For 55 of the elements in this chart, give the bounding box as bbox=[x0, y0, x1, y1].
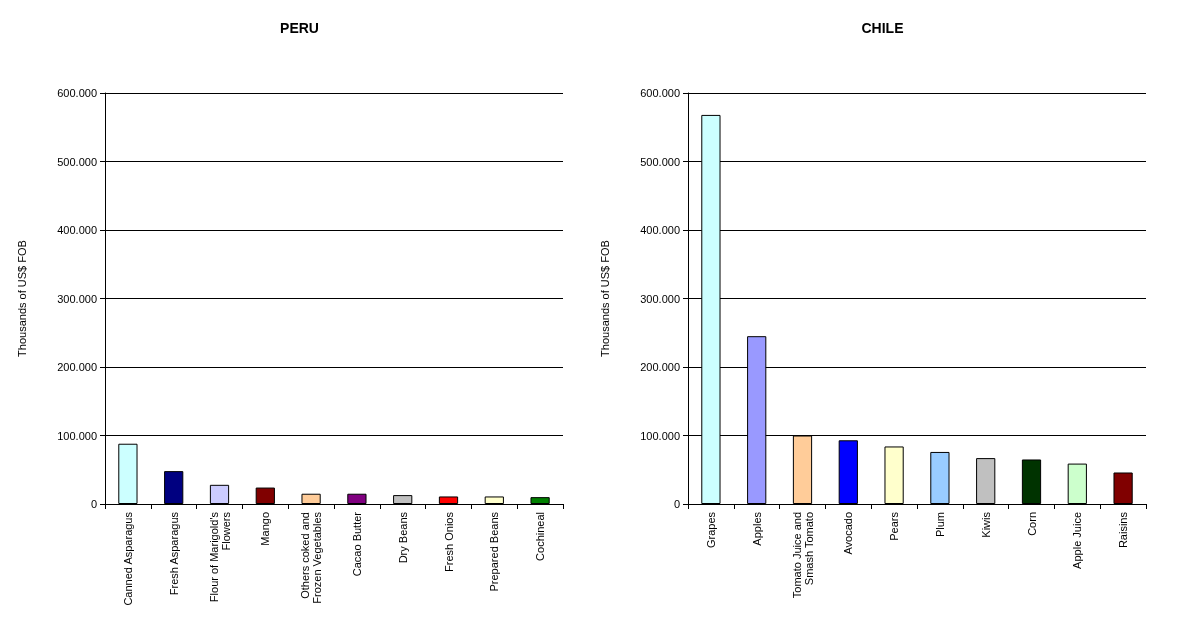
y-tick-label: 0 bbox=[673, 498, 680, 510]
x-tick-label: Apple Juice bbox=[1071, 512, 1084, 569]
bar bbox=[438, 496, 459, 504]
y-tick-label: 200.000 bbox=[640, 361, 680, 373]
y-tick-label: 500.000 bbox=[640, 155, 680, 168]
y-tick-label: 600.000 bbox=[57, 87, 97, 99]
bar bbox=[1021, 459, 1042, 504]
bar bbox=[118, 443, 138, 504]
x-tick-label: Mango bbox=[259, 512, 272, 546]
x-tick-label: Pears bbox=[888, 511, 901, 541]
bar bbox=[301, 493, 321, 504]
y-tick-label: 300.000 bbox=[57, 292, 97, 305]
y-tick-label: 500.000 bbox=[57, 155, 97, 168]
x-tick-label: Corn bbox=[1025, 512, 1038, 536]
x-tick-label: Tomato Juice and Smash Tomato bbox=[790, 512, 815, 599]
x-tick-label: Fresh Onios bbox=[442, 511, 455, 572]
y-axis-title: Thousands of US$ FOB bbox=[598, 240, 611, 357]
y-tick-label: 100.000 bbox=[57, 429, 97, 442]
y-tick-label: 100.000 bbox=[640, 429, 680, 442]
chart-title: CHILE bbox=[861, 20, 904, 36]
y-tick-label: 200.000 bbox=[57, 361, 97, 373]
x-tick-label: Grapes bbox=[704, 511, 717, 549]
y-axis-title: Thousands of US$ FOB bbox=[15, 240, 28, 357]
bar bbox=[838, 440, 858, 504]
x-tick-label: Prepared Beans bbox=[488, 511, 501, 592]
x-tick-label: Canned Asparagus bbox=[121, 511, 134, 606]
bar bbox=[255, 487, 275, 504]
y-tick-label: 600.000 bbox=[640, 87, 680, 99]
bar bbox=[484, 496, 504, 504]
bar bbox=[393, 495, 413, 504]
y-tick-label: 0 bbox=[90, 498, 97, 510]
bar bbox=[1067, 463, 1087, 504]
y-tick-label: 400.000 bbox=[57, 224, 97, 236]
y-tick-label: 400.000 bbox=[640, 224, 680, 236]
x-tick-label: Cochineal bbox=[534, 512, 547, 561]
bar bbox=[930, 451, 950, 504]
x-tick-label: Kiwis bbox=[979, 511, 992, 538]
x-tick-label: Plum bbox=[933, 512, 946, 538]
x-tick-label: Flour of Marigold's Flowers bbox=[207, 511, 232, 603]
bar bbox=[347, 493, 367, 504]
x-tick-label: Fresh Asparagus bbox=[167, 511, 180, 596]
x-tick-label: Raisins bbox=[1117, 511, 1130, 549]
chart-title: PERU bbox=[280, 20, 319, 36]
bar bbox=[884, 446, 904, 504]
bar bbox=[209, 484, 230, 504]
x-tick-label: Avocado bbox=[842, 512, 855, 555]
y-tick-label: 300.000 bbox=[640, 292, 680, 305]
x-tick-label: Others coked and Frozen Vegetables bbox=[299, 511, 324, 604]
bar bbox=[1113, 472, 1133, 504]
bar bbox=[976, 458, 996, 504]
x-tick-label: Dry Beans bbox=[396, 511, 409, 564]
x-tick-label: Apples bbox=[750, 511, 763, 546]
bar bbox=[164, 471, 184, 504]
bar bbox=[530, 497, 550, 504]
x-tick-label: Cacao Butter bbox=[350, 511, 363, 577]
